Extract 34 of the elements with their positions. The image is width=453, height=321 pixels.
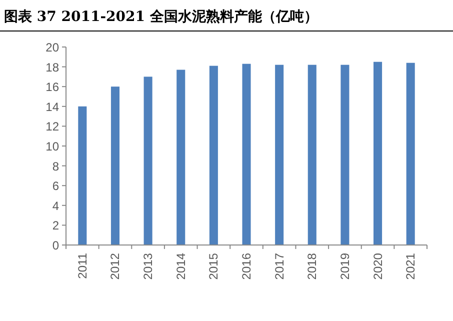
bar bbox=[308, 64, 316, 245]
bar bbox=[144, 76, 152, 245]
y-tick-label: 12 bbox=[46, 120, 60, 134]
bar bbox=[340, 64, 350, 245]
x-tick-label: 2018 bbox=[305, 252, 320, 280]
y-tick-label: 20 bbox=[46, 40, 60, 54]
y-tick-label: 8 bbox=[52, 159, 60, 174]
bar bbox=[110, 86, 120, 245]
x-tick-label: 2020 bbox=[370, 252, 385, 280]
bar bbox=[275, 64, 284, 245]
x-tick-label: 2021 bbox=[404, 252, 418, 280]
y-tick-label: 6 bbox=[52, 179, 60, 194]
x-tick-label: 2019 bbox=[338, 252, 352, 280]
bar bbox=[374, 62, 382, 245]
y-tick-label: 10 bbox=[46, 140, 60, 154]
bar bbox=[78, 106, 87, 245]
y-tick-label: 14 bbox=[46, 100, 60, 114]
bar bbox=[209, 66, 218, 245]
y-tick-label: 18 bbox=[46, 60, 60, 74]
x-tick-label: 2013 bbox=[141, 252, 156, 280]
y-tick-label: 2 bbox=[52, 218, 60, 233]
x-tick-label: 2016 bbox=[240, 252, 254, 280]
y-tick-label: 16 bbox=[46, 80, 60, 94]
x-tick-label: 2017 bbox=[272, 252, 286, 280]
chart-title: 图表 37 2011-2021 全国水泥熟料产能（亿吨） bbox=[4, 8, 318, 25]
y-tick-label: 4 bbox=[52, 198, 60, 213]
x-tick-label: 2015 bbox=[206, 252, 221, 280]
y-tick-label: 0 bbox=[52, 238, 60, 252]
bar bbox=[176, 70, 186, 245]
bar bbox=[242, 64, 251, 245]
x-tick-label: 2012 bbox=[108, 252, 122, 280]
x-tick-label: 2011 bbox=[75, 252, 90, 279]
bar bbox=[406, 62, 415, 245]
x-tick-label: 2014 bbox=[174, 252, 188, 280]
